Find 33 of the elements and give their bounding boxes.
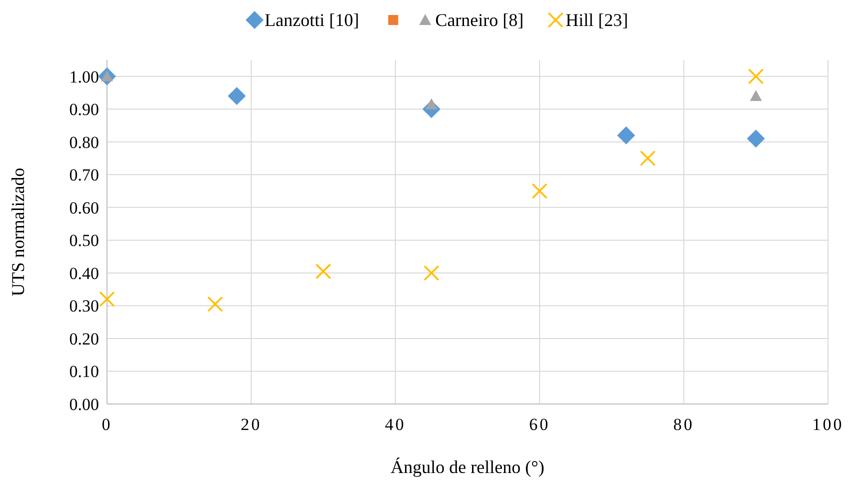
point [424, 265, 440, 281]
y-tick-label: 1.00 [69, 67, 99, 86]
point [750, 90, 762, 102]
x-tick-label: 0 [102, 415, 112, 434]
point [228, 87, 246, 106]
x-tick-label: 60 [529, 415, 550, 434]
point [748, 68, 764, 84]
legend-label: Hill [23] [566, 10, 628, 30]
y-tick-label: 0.90 [69, 100, 99, 120]
x-tick-label: 40 [384, 415, 406, 434]
point [746, 130, 765, 148]
x-tick-label: 80 [673, 415, 694, 434]
point [99, 291, 115, 308]
y-tick-label: 0.30 [69, 296, 99, 316]
point [207, 296, 224, 312]
y-tick-label: 0.40 [69, 264, 99, 283]
legend-label: Carneiro [8] [435, 10, 524, 30]
y-tick-label: 0.20 [69, 329, 99, 348]
point [315, 263, 332, 280]
y-tick-label: 0.10 [69, 362, 99, 382]
point [640, 150, 656, 166]
x-axis-title: Ángulo de relleno (°) [390, 457, 544, 477]
y-tick-label: 0.60 [69, 198, 99, 218]
x-tick-label: 20 [240, 415, 262, 434]
y-tick-label: 0.70 [69, 166, 99, 185]
point [617, 126, 636, 144]
y-axis-title: UTS normalizado [8, 168, 28, 296]
point [532, 183, 548, 199]
legend-label: Lanzotti [10] [264, 10, 360, 30]
y-tick-label: 0.80 [69, 132, 99, 152]
x-tick-label: 100 [812, 415, 844, 434]
y-tick-label: 0.00 [69, 395, 99, 414]
y-tick-label: 0.50 [69, 231, 99, 250]
